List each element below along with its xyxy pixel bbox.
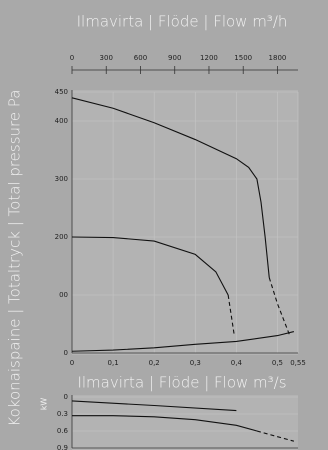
y-tick-label: 0.6: [57, 427, 69, 435]
kw-axis-label: kW: [40, 398, 49, 411]
y-tick-label: 0.3: [57, 410, 68, 418]
curve: [268, 277, 291, 336]
y-tick-label: 00: [59, 291, 68, 299]
x-tick-label: 0,5: [272, 359, 283, 367]
top-tick-label: 1200: [200, 54, 218, 62]
curve: [71, 97, 270, 278]
y-axis-label: Kokonaispaine | Totaltryck | Total press…: [6, 90, 24, 427]
x-axis-label: Ilmavirta | Flöde | Flow m³/s: [77, 374, 286, 392]
x-tick-label: 0,4: [231, 359, 243, 367]
plot-area: [72, 395, 298, 450]
x-tick-label: 0,3: [190, 359, 201, 367]
y-tick-label: 0: [64, 393, 68, 401]
y-tick-label: 0: [64, 349, 68, 357]
plot-area: [72, 90, 298, 355]
top-tick-label: 1500: [234, 54, 252, 62]
top-axis-label: Ilmavirta | Flöde | Flow m³/h: [77, 13, 288, 31]
top-tick-label: 300: [100, 54, 113, 62]
y-tick-label: 200: [55, 233, 68, 241]
y-tick-label: 300: [55, 175, 68, 183]
curve: [71, 236, 229, 296]
top-tick-label: 1800: [269, 54, 287, 62]
curve: [256, 430, 295, 442]
curve: [71, 331, 295, 352]
x-tick-label: 0,55: [290, 359, 306, 367]
x-tick-label: 0,1: [108, 359, 119, 367]
y-tick-label: 0.9: [57, 444, 68, 450]
top-tick-label: 0: [70, 54, 74, 62]
y-tick-label: 450: [55, 88, 68, 96]
x-tick-label: 0: [70, 359, 74, 367]
x-tick-label: 0,2: [149, 359, 160, 367]
y-tick-label: 400: [55, 117, 68, 125]
curve: [72, 415, 258, 432]
top-tick-label: 900: [168, 54, 181, 62]
top-tick-label: 600: [134, 54, 147, 62]
curve: [71, 400, 237, 412]
